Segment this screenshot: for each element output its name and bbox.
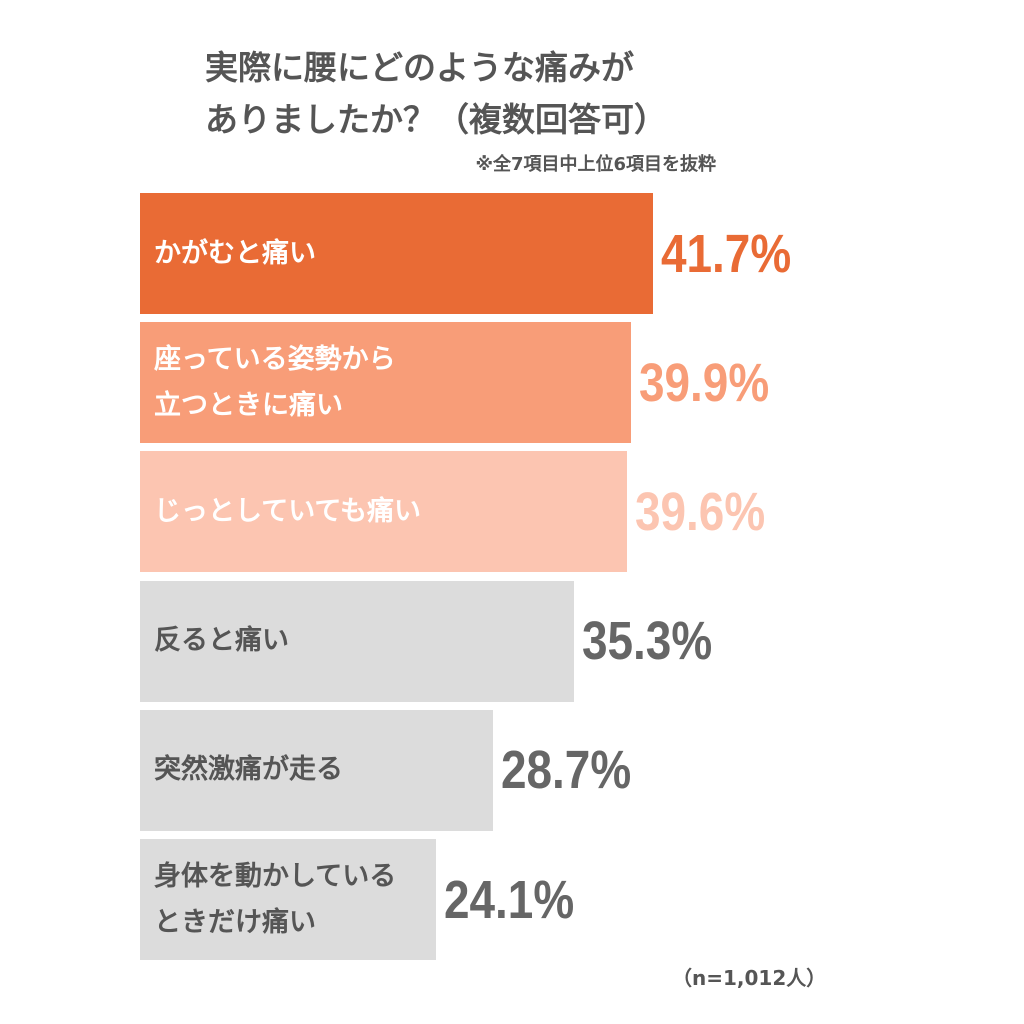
category-label: 座っている姿勢から 立つときに痛い xyxy=(154,343,396,421)
chart-title: 実際に腰にどのような痛みが ありましたか？（複数回答可） xyxy=(205,48,667,139)
category-label: じっとしていても痛い xyxy=(154,495,422,527)
category-label: 突然激痛が走る xyxy=(154,754,343,786)
bar xyxy=(140,709,493,831)
bar xyxy=(140,322,631,444)
category-label: かがむと痛い xyxy=(154,237,316,269)
sample-note: （n=1,012人） xyxy=(672,966,827,990)
category-label: 反ると痛い xyxy=(154,625,289,657)
category-label: 身体を動かしている ときだけ痛い xyxy=(154,860,397,938)
value-label: 35.3% xyxy=(582,611,713,672)
value-label: 28.7% xyxy=(501,740,632,801)
value-label: 39.9% xyxy=(638,352,769,413)
bar xyxy=(140,193,653,314)
value-label: 24.1% xyxy=(444,869,575,930)
bar xyxy=(140,451,628,573)
subtitle: ※全7項目中上位6項目を抜粋 xyxy=(475,154,716,175)
value-label: 41.7% xyxy=(660,223,792,284)
bar xyxy=(140,580,575,702)
bar xyxy=(140,839,437,960)
value-label: 39.6% xyxy=(635,481,766,542)
